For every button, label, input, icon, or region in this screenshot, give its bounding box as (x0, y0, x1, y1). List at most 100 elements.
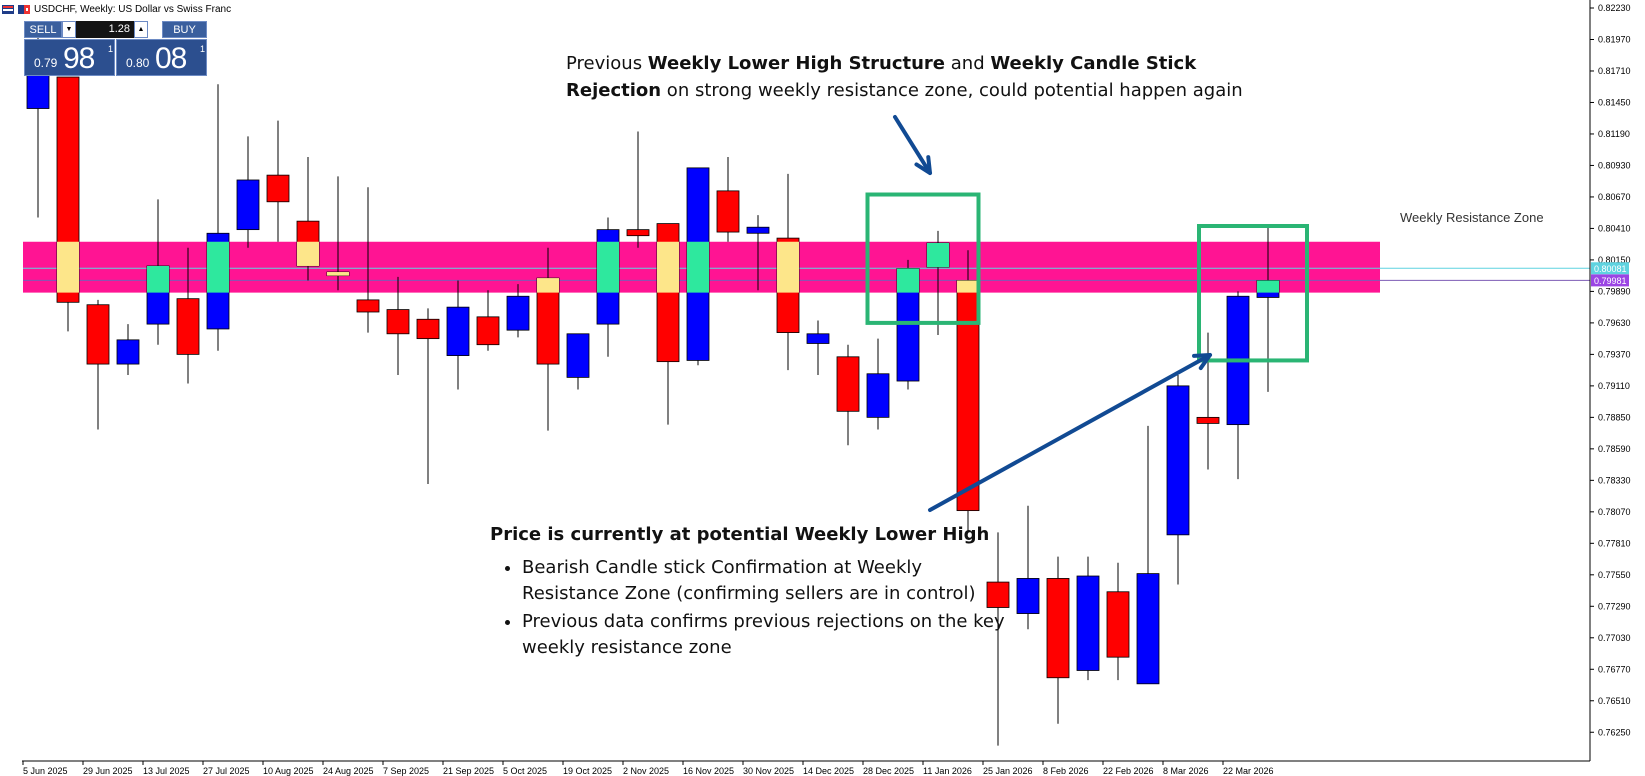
bullet-item: Previous data confirms previous rejectio… (522, 609, 1010, 661)
candle-body (26, 71, 50, 109)
x-tick-label: 8 Feb 2026 (1043, 766, 1089, 776)
candle-zone-overlay (957, 280, 979, 293)
y-tick-label: 0.79370 (1598, 349, 1631, 359)
x-tick-label: 22 Mar 2026 (1223, 766, 1274, 776)
annotation-bold-text: Weekly Lower High Structure (647, 53, 946, 74)
candle-body (266, 174, 290, 203)
axes-layer: 0.822300.819700.817100.814500.811900.809… (22, 0, 1631, 776)
x-tick-label: 24 Aug 2025 (323, 766, 374, 776)
candle-body (956, 280, 980, 512)
top-annotation-arrow-head (914, 155, 932, 175)
bottom-annotation-heading: Price is currently at potential Weekly L… (490, 524, 990, 545)
x-tick-label: 10 Aug 2025 (263, 766, 314, 776)
y-tick-label: 0.76250 (1598, 727, 1631, 737)
candle-body (236, 179, 260, 231)
x-tick-label: 7 Sep 2025 (383, 766, 429, 776)
bullet-list: Bearish Candle stick Confirmation at Wee… (490, 555, 1010, 661)
annotation-text: and (945, 53, 991, 74)
lot-increase-icon[interactable]: ▲ (134, 21, 148, 38)
candle-zone-overlay (1257, 280, 1279, 293)
candle-body (1166, 385, 1190, 536)
current-rejection-box (1197, 224, 1309, 363)
chart-menu-icon[interactable] (2, 4, 14, 14)
x-tick-label: 13 Jul 2025 (143, 766, 190, 776)
ask-price-prefix: 0.80 (126, 56, 150, 70)
lot-size-input[interactable]: 1.28 (76, 21, 134, 38)
chart-title: USDCHF, Weekly: US Dollar vs Swiss Franc (34, 3, 232, 15)
lot-decrease-icon[interactable]: ▼ (62, 21, 76, 38)
y-tick-label: 0.78070 (1598, 507, 1631, 517)
bid-price-fraction: 1 (108, 44, 114, 54)
bid-price-pips: 98 (63, 42, 95, 75)
candle-zone-overlay (927, 242, 949, 268)
arrows-layer (893, 115, 1212, 512)
x-tick-label: 29 Jun 2025 (83, 766, 133, 776)
candle-zone-overlay (657, 241, 679, 293)
previous-rejection-box (865, 192, 981, 325)
y-tick-label: 0.76770 (1598, 664, 1631, 674)
y-tick-label: 0.77030 (1598, 633, 1631, 643)
top-annotation-arrow (893, 115, 932, 175)
annotation-text: Previous (566, 53, 648, 74)
candle-body (116, 339, 140, 365)
candle-body (506, 295, 530, 331)
price-lines-layer (23, 267, 1590, 281)
bid-price-tag: 0.79981 (1594, 276, 1627, 286)
y-tick-label: 0.81190 (1598, 129, 1630, 139)
bottom-annotation: Price is currently at potential Weekly L… (490, 524, 1010, 663)
symbol-flag-icon (18, 4, 30, 14)
x-tick-label: 25 Jan 2026 (983, 766, 1033, 776)
y-tick-label: 0.78850 (1598, 412, 1631, 422)
candle-zone-overlay (777, 241, 799, 293)
x-tick-label: 22 Feb 2026 (1103, 766, 1154, 776)
candle-body (1136, 573, 1160, 685)
annotation-text: on strong weekly resistance zone, could … (661, 80, 1243, 101)
candle-body (986, 581, 1010, 608)
candle-zone-overlay (537, 278, 559, 293)
chart-header: USDCHF, Weekly: US Dollar vs Swiss Franc (2, 2, 231, 16)
y-tick-label: 0.79110 (1598, 381, 1630, 391)
candle-body (866, 373, 890, 418)
y-tick-label: 0.82230 (1598, 3, 1631, 13)
candle-body (1196, 416, 1220, 424)
one-click-trading-panel: SELL ▼ 1.28 ▲ BUY 0.79 98 1 0.80 08 1 (24, 21, 207, 76)
candle-body (356, 299, 380, 313)
x-tick-label: 2 Nov 2025 (623, 766, 669, 776)
x-tick-label: 16 Nov 2025 (683, 766, 734, 776)
bid-price-button[interactable]: 0.79 98 1 (24, 39, 115, 76)
x-tick-label: 5 Jun 2025 (23, 766, 68, 776)
resistance-zone-label: Weekly Resistance Zone (1400, 210, 1544, 225)
candle-zone-overlay (57, 241, 79, 293)
candle-zone-overlay (147, 265, 169, 293)
y-tick-label: 0.81970 (1598, 34, 1631, 44)
y-tick-label: 0.81450 (1598, 97, 1631, 107)
ask-price-fraction: 1 (200, 44, 206, 54)
y-tick-label: 0.80670 (1598, 192, 1631, 202)
x-tick-label: 30 Nov 2025 (743, 766, 794, 776)
candle-body (626, 229, 650, 237)
candle-body (1016, 578, 1040, 614)
buy-button[interactable]: BUY (162, 21, 207, 38)
candle-body (176, 298, 200, 355)
sell-button[interactable]: SELL (24, 21, 62, 38)
candle-body (746, 226, 770, 234)
candle-zone-overlay (327, 272, 349, 276)
annotation-bold-text: Weekly Candle Stick Rejection (566, 53, 1197, 101)
candle-body (476, 316, 500, 346)
candle-body (86, 304, 110, 365)
y-tick-label: 0.80410 (1598, 223, 1631, 233)
candle-body (806, 333, 830, 344)
y-tick-label: 0.76510 (1598, 696, 1631, 706)
y-tick-label: 0.77810 (1598, 538, 1631, 548)
candle-zone-overlay (207, 241, 229, 293)
candle-body (1076, 575, 1100, 671)
bottom-annotation-arrow (928, 353, 1212, 512)
ask-price-button[interactable]: 0.80 08 1 (116, 39, 207, 76)
y-tick-label: 0.80930 (1598, 160, 1631, 170)
candles-layer (26, 35, 1280, 746)
bullet-item: Bearish Candle stick Confirmation at Wee… (522, 555, 1010, 607)
bottom-annotation-arrow-head (1192, 353, 1212, 371)
top-annotation: Previous Weekly Lower High Structure and… (566, 50, 1286, 104)
x-tick-label: 21 Sep 2025 (443, 766, 494, 776)
